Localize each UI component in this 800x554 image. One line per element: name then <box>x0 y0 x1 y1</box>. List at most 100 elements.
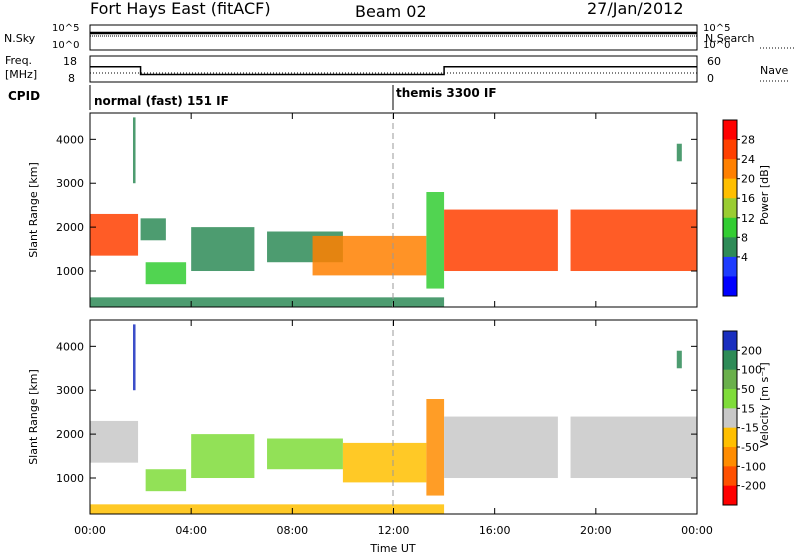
power-y-tick-label-1: 2000 <box>56 221 84 234</box>
power-colorbar-tick-label-4: 12 <box>741 212 755 225</box>
velocity-colorbar-swatch-8 <box>723 485 737 506</box>
power-plot <box>90 117 697 307</box>
figure-title: Fort Hays East (fitACF) <box>90 0 271 18</box>
power-colorbar-tick-label-1: 24 <box>741 153 755 166</box>
velocity-colorbar-frame <box>722 330 738 506</box>
cpid-mode-1: normal (fast) 151 IF <box>94 94 229 108</box>
power-colorbar-tick-label-2: 20 <box>741 173 755 186</box>
cpid-mode-2: themis 3300 IF <box>396 86 497 100</box>
power-y-ticks: 1000 2000 3000 4000 <box>56 133 697 278</box>
freq-tick-low: 8 <box>68 72 75 85</box>
date-label: 27/Jan/2012 <box>587 0 684 18</box>
power-region-1 <box>140 218 166 241</box>
velocity-y-tick-label-3: 4000 <box>56 340 84 353</box>
power-colorbar: 28 24 20 16 12 8 4 <box>722 119 755 297</box>
cpid-strip: CPID normal (fast) 151 IF themis 3300 IF <box>8 85 497 110</box>
velocity-colorbar-tick-label-0: 200 <box>741 344 762 357</box>
velocity-region-8 <box>90 504 445 514</box>
power-colorbar-tick-label-0: 28 <box>741 134 755 147</box>
velocity-colorbar-label: Velocity [m s⁻¹] <box>758 362 771 447</box>
x-tick-label-4: 16:00 <box>479 524 511 537</box>
frequency-panel-frame <box>89 55 698 83</box>
freq-unit-label: [MHz] <box>5 68 37 81</box>
power-colorbar-tick-label-5: 8 <box>741 231 748 244</box>
velocity-colorbar-swatch-6 <box>723 447 737 467</box>
velocity-colorbar-swatch-3 <box>723 389 737 409</box>
velocity-colorbar: 200 100 50 15 -15 -50 -100 -200 <box>722 330 766 506</box>
velocity-colorbar-swatch-4 <box>723 408 737 429</box>
power-region-3 <box>191 227 255 272</box>
power-colorbar-swatch-1 <box>723 139 737 160</box>
noise-tick-low-left: 10^0 <box>52 40 79 51</box>
power-colorbar-swatch-3 <box>723 178 737 199</box>
noise-tick-low-right: 10^0 <box>703 40 730 51</box>
noise-panel-frame <box>89 24 698 51</box>
velocity-y-tick-label-2: 3000 <box>56 384 84 397</box>
velocity-panel: Slant Range [km] 1000 2000 3000 4000 <box>27 319 698 515</box>
velocity-colorbar-tick-label-1: 100 <box>741 364 762 377</box>
velocity-colorbar-tick-label-3: 15 <box>741 402 755 415</box>
velocity-region-3 <box>267 438 343 470</box>
velocity-region-5 <box>426 399 445 496</box>
velocity-y-tick-label-0: 1000 <box>56 472 84 485</box>
cpid-label: CPID <box>8 89 40 103</box>
power-region-9 <box>90 297 445 307</box>
power-colorbar-swatch-6 <box>723 237 737 258</box>
x-axis-label: Time UT <box>369 542 415 554</box>
power-y-tick-label-3: 4000 <box>56 133 84 146</box>
velocity-region-10 <box>676 350 682 369</box>
nsky-label: N.Sky <box>4 32 36 45</box>
velocity-colorbar-swatch-5 <box>723 427 737 448</box>
velocity-colorbar-tick-label-7: -200 <box>741 480 766 493</box>
velocity-colorbar-tick-label-4: -15 <box>741 422 759 435</box>
power-region-0 <box>90 213 139 256</box>
velocity-colorbar-swatch-1 <box>723 350 737 371</box>
velocity-colorbar-swatch-0 <box>723 331 737 351</box>
frequency-series <box>90 66 697 76</box>
power-region-11 <box>676 143 682 162</box>
velocity-region-4 <box>342 442 427 483</box>
velocity-region-0 <box>90 420 139 463</box>
power-colorbar-frame <box>722 119 738 297</box>
power-region-2 <box>145 262 187 285</box>
nave-label: Nave <box>760 64 788 77</box>
power-y-tick-label-0: 1000 <box>56 265 84 278</box>
freq-label: Freq. <box>5 54 32 67</box>
power-colorbar-swatch-5 <box>723 217 737 238</box>
velocity-colorbar-tick-label-6: -100 <box>741 460 766 473</box>
power-y-axis-label: Slant Range [km] <box>27 162 40 258</box>
nave-tick-low: 0 <box>707 72 714 85</box>
frequency-panel: Freq. [MHz] 18 8 60 0 Nave <box>5 54 790 85</box>
velocity-y-axis-label: Slant Range [km] <box>27 369 40 465</box>
velocity-y-ticks: 1000 2000 3000 4000 <box>56 340 697 485</box>
power-region-5 <box>312 235 427 276</box>
x-tick-label-0: 00:00 <box>74 524 106 537</box>
power-region-6 <box>426 192 445 289</box>
nsearch-label: N.Search <box>705 32 755 45</box>
velocity-region-7 <box>570 416 697 479</box>
power-colorbar-swatch-7 <box>723 256 737 277</box>
freq-tick-high: 18 <box>63 55 77 68</box>
velocity-region-9 <box>132 324 136 391</box>
x-tick-label-5: 20:00 <box>580 524 612 537</box>
power-colorbar-swatch-8 <box>723 276 737 297</box>
nave-tick-high: 60 <box>707 55 721 68</box>
noise-tick-high-right: 10^5 <box>703 23 730 34</box>
power-panel: Slant Range [km] 1000 2000 3000 4000 <box>27 112 698 308</box>
velocity-colorbar-swatch-2 <box>723 369 737 390</box>
power-y-tick-label-2: 3000 <box>56 177 84 190</box>
velocity-colorbar-tick-label-5: -50 <box>741 441 759 454</box>
velocity-plot <box>90 324 697 514</box>
velocity-colorbar-swatch-7 <box>723 466 737 487</box>
velocity-region-2 <box>145 469 187 492</box>
x-tick-label-6: 00:00 <box>681 524 713 537</box>
x-tick-label-3: 12:00 <box>378 524 410 537</box>
power-colorbar-tick-label-6: 4 <box>741 251 748 264</box>
velocity-y-tick-label-1: 2000 <box>56 428 84 441</box>
velocity-colorbar-tick-label-2: 50 <box>741 383 755 396</box>
velocity-region-1 <box>191 434 255 479</box>
power-colorbar-tick-label-3: 16 <box>741 192 755 205</box>
x-tick-label-2: 08:00 <box>276 524 308 537</box>
power-region-7 <box>444 209 558 272</box>
